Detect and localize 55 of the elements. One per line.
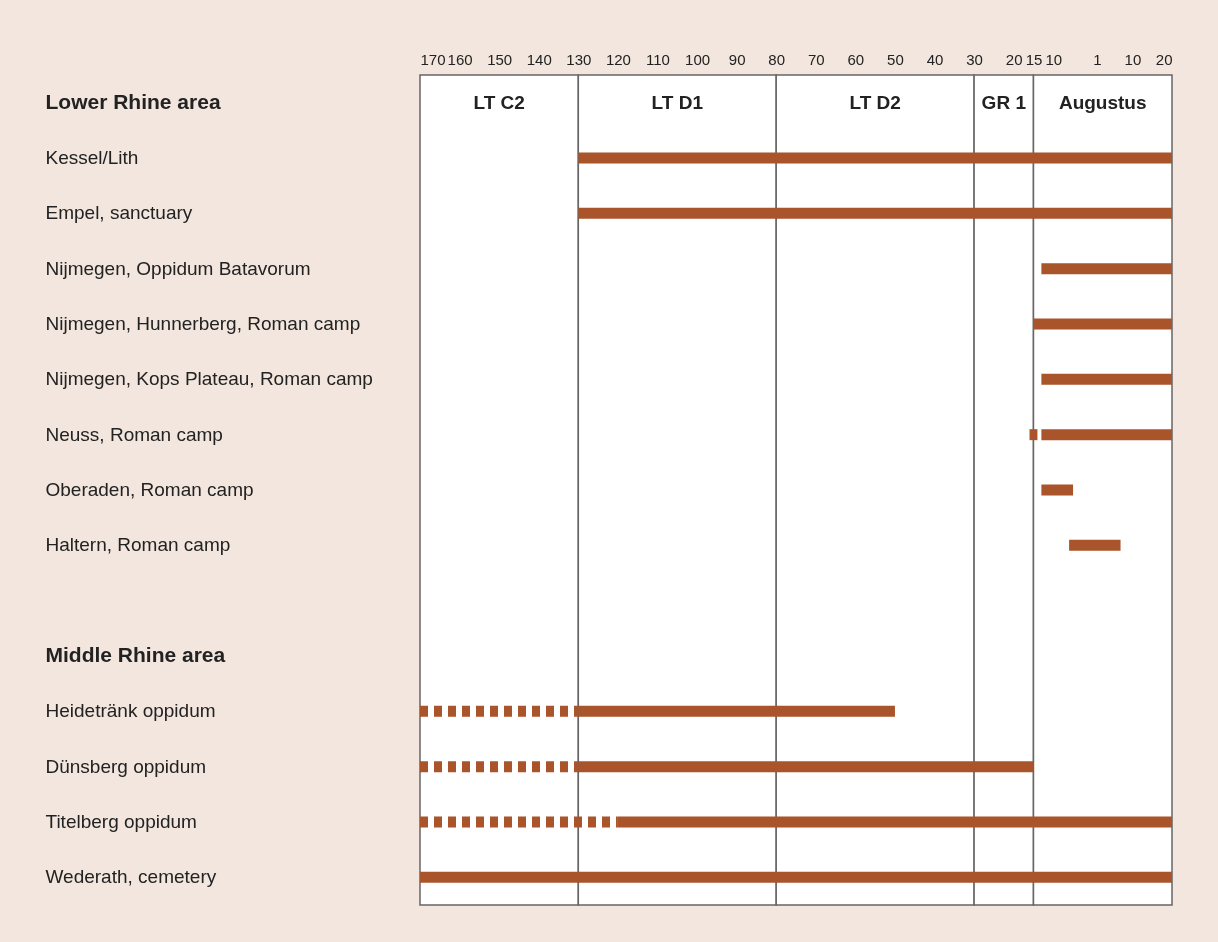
x-tick-label: 170 [420,50,446,68]
x-tick-label: 20 [1005,50,1023,68]
x-tick-label: 160 [447,50,473,68]
x-tick-label: 80 [768,50,786,68]
x-tick-label: 90 [728,50,746,68]
x-tick-label: 30 [966,50,983,68]
y-tick-label: Heidetränk oppidum [45,700,216,722]
band-label: LT D1 [651,91,704,113]
y-tick-label: Wederath, cemetery [45,866,217,888]
x-tick-label: 150 [487,50,513,68]
x-tick-label: 100 [685,50,711,68]
bar [1041,373,1172,385]
y-tick-label: Empel, sanctuary [45,202,193,224]
bar [1069,539,1121,551]
y-tick-label: Nijmegen, Kops Plateau, Roman camp [45,368,373,390]
band-label: LT D2 [849,91,901,113]
x-tick-label: 140 [526,50,552,68]
bar [578,207,1172,219]
x-tick-label: 130 [566,50,592,68]
y-tick-label: Middle Rhine area [45,643,226,666]
bar [420,816,618,828]
bar [617,816,1172,828]
x-tick-label: 50 [887,50,904,68]
y-tick-label: Nijmegen, Oppidum Batavorum [45,257,311,279]
bar [420,705,579,717]
bar [1041,484,1074,496]
bar [1041,429,1172,441]
bar [578,761,1034,773]
bar [578,152,1172,164]
band-label: LT C2 [473,91,525,113]
y-tick-label: Titelberg oppidum [45,811,197,832]
bar [420,761,579,773]
x-tick-label: 20 [1155,50,1173,68]
bar [1033,318,1172,330]
x-tick-label: 110 [646,50,670,68]
x-tick-label: 1 [1093,50,1102,68]
x-tick-label: 10 [1045,50,1063,68]
bar [578,705,895,717]
y-tick-label: Neuss, Roman camp [45,423,223,445]
band-label: GR 1 [981,91,1027,113]
y-tick-label: Haltern, Roman camp [45,534,231,556]
y-tick-label: Dünsberg oppidum [45,755,207,777]
x-tick-label: 60 [847,50,865,68]
bar [420,871,1172,883]
band-label: Augustus [1058,91,1147,113]
x-tick-label: 120 [605,50,631,68]
y-tick-label: Lower Rhine area [45,89,221,113]
x-tick-label: 40 [926,50,944,68]
y-tick-label: Nijmegen, Hunnerberg, Roman camp [45,313,361,334]
x-tick-label: 15 [1025,50,1043,68]
x-tick-label: 10 [1124,50,1142,68]
x-tick-label: 70 [807,50,825,68]
y-tick-label: Kessel/Lith [45,147,139,168]
bar [1041,263,1172,275]
y-tick-label: Oberaden, Roman camp [45,479,254,500]
